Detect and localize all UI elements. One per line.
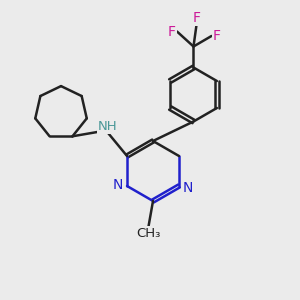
Text: NH: NH — [98, 120, 117, 134]
Text: F: F — [168, 25, 176, 38]
Text: N: N — [183, 181, 193, 194]
Text: N: N — [112, 178, 122, 192]
Text: CH₃: CH₃ — [136, 226, 161, 240]
Text: F: F — [193, 11, 200, 25]
Text: F: F — [213, 29, 221, 43]
